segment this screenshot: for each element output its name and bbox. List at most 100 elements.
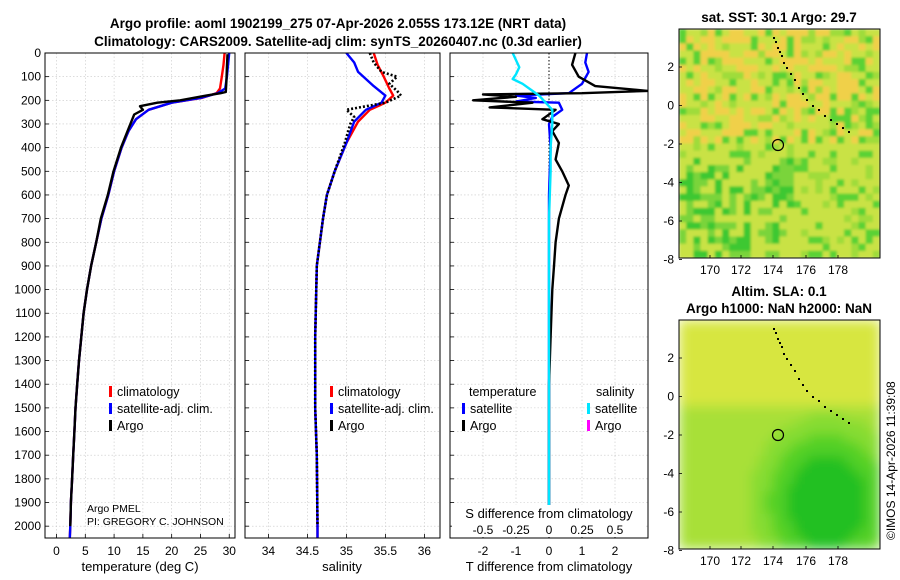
map-cell xyxy=(686,100,694,109)
map-cell xyxy=(829,36,838,44)
map-cell xyxy=(808,484,816,493)
map-cell xyxy=(714,513,723,521)
map-cell xyxy=(829,243,838,252)
salinity-lines xyxy=(313,53,403,538)
map-cell xyxy=(750,143,759,152)
sst-map-cells xyxy=(679,29,881,259)
sla-map-title-line2: Argo h1000: NaN h2000: NaN xyxy=(686,301,872,316)
map-cell xyxy=(851,484,859,493)
map-cell xyxy=(808,377,816,385)
map-cell xyxy=(815,122,824,130)
map-cell xyxy=(793,355,802,364)
map-cell xyxy=(822,193,831,202)
map-cell xyxy=(822,186,831,195)
map-cell xyxy=(786,362,795,371)
map-cell xyxy=(815,36,824,44)
map-cell xyxy=(722,165,730,173)
map-cell xyxy=(793,520,802,529)
map-cell xyxy=(729,420,737,428)
map-cell xyxy=(686,57,694,66)
map-cell xyxy=(779,391,788,400)
map-cell xyxy=(693,405,702,414)
map-cell xyxy=(858,384,867,393)
map-cell xyxy=(743,420,752,428)
map-cell xyxy=(786,236,795,245)
map-cell xyxy=(865,29,874,37)
map-cell xyxy=(779,520,788,529)
map-cell xyxy=(736,136,745,144)
map-cell xyxy=(858,236,867,245)
map-cell xyxy=(872,93,881,102)
map-cell xyxy=(829,391,838,400)
coast-dot xyxy=(790,73,792,75)
map-cell xyxy=(693,520,702,529)
map-cell xyxy=(714,441,723,450)
map-cell xyxy=(801,448,809,457)
map-cell xyxy=(836,114,845,123)
map-cell xyxy=(736,491,745,500)
map-cell xyxy=(686,341,694,350)
map-cell xyxy=(829,320,838,328)
map-cell xyxy=(844,362,852,371)
map-cell xyxy=(686,129,694,137)
map-cell xyxy=(758,86,766,94)
map-cell xyxy=(829,229,838,238)
map-cell xyxy=(772,441,780,450)
map-cell xyxy=(793,50,802,59)
map-cell xyxy=(758,172,766,180)
map-cell xyxy=(844,157,852,166)
map-cell xyxy=(700,93,709,102)
map-cell xyxy=(686,484,694,493)
map-cell xyxy=(872,143,881,152)
map-cell xyxy=(808,491,816,500)
map-cell xyxy=(793,222,802,230)
map-cell xyxy=(765,136,773,144)
map-cell xyxy=(801,79,809,87)
map-cell xyxy=(865,36,874,44)
map-cell xyxy=(779,541,788,550)
map-cell xyxy=(679,520,687,529)
legend-title-temperature: temperature xyxy=(469,385,536,399)
map-cell xyxy=(858,215,867,223)
map-cell xyxy=(758,541,766,550)
map-cell xyxy=(700,57,709,66)
map-cell xyxy=(743,370,752,378)
map-cell xyxy=(758,384,766,393)
map-cell xyxy=(793,43,802,51)
map-cell xyxy=(872,250,881,259)
map-cell xyxy=(865,527,874,536)
map-cell xyxy=(822,541,831,550)
map-cell xyxy=(679,43,687,51)
map-cell xyxy=(758,243,766,252)
y-tick-label: 1700 xyxy=(14,448,41,462)
map-cell xyxy=(786,50,795,59)
map-cell xyxy=(686,427,694,435)
map-cell xyxy=(722,229,730,238)
map-cell xyxy=(743,491,752,500)
map-cell xyxy=(865,93,874,102)
map-cell xyxy=(693,456,702,464)
map-cell xyxy=(765,520,773,529)
map-cell xyxy=(815,506,824,514)
map-cell xyxy=(858,448,867,457)
map-cell xyxy=(707,136,716,144)
map-cell xyxy=(844,441,852,450)
map-cell xyxy=(707,498,716,507)
map-cell xyxy=(743,250,752,259)
map-cell xyxy=(693,200,702,209)
map-y-tick-label: 2 xyxy=(667,351,674,365)
map-cell xyxy=(743,222,752,230)
map-cell xyxy=(700,348,709,357)
map-cell xyxy=(758,362,766,371)
map-cell xyxy=(679,107,687,116)
coast-dot xyxy=(842,418,844,420)
map-cell xyxy=(836,391,845,400)
map-cell xyxy=(700,513,709,521)
map-cell xyxy=(822,391,831,400)
map-cell xyxy=(865,348,874,357)
map-cell xyxy=(844,320,852,328)
map-cell xyxy=(779,71,788,80)
map-cell xyxy=(758,427,766,435)
map-cell xyxy=(693,43,702,51)
map-cell xyxy=(851,207,859,216)
